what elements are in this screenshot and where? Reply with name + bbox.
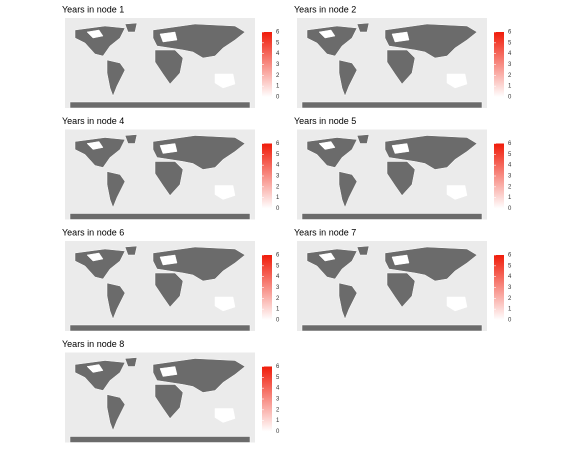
legend-tick-label: 3	[276, 397, 280, 403]
legend-colorbar	[494, 255, 504, 320]
legend-tick-label: 2	[508, 184, 512, 190]
world-map	[297, 129, 487, 220]
legend-colorbar	[494, 32, 504, 97]
legend-colorbar	[262, 143, 272, 209]
legend-tick-label: 4	[508, 274, 512, 280]
world-map	[65, 18, 255, 108]
legend-colorbar	[262, 32, 272, 97]
legend-tick-label: 2	[276, 184, 280, 190]
map-panel: Years in node 1 0 1 2 3 4 5 6	[62, 4, 280, 108]
legend-tick-label: 5	[276, 40, 280, 46]
legend-tick-label: 4	[508, 163, 512, 169]
legend-tick-label: 4	[276, 274, 280, 280]
legend-tick-label: 5	[276, 375, 280, 381]
legend-tick-label: 0	[276, 429, 280, 435]
legend-tick-label: 5	[508, 152, 512, 158]
panel-title: Years in node 8	[62, 339, 124, 349]
panel-title: Years in node 1	[62, 4, 124, 14]
legend-tick-label: 0	[276, 318, 280, 324]
legend-tick-label: 0	[508, 318, 512, 324]
world-map	[297, 18, 487, 108]
legend-tick-label: 1	[508, 195, 512, 201]
legend-tick-label: 3	[276, 285, 280, 291]
legend-tick-label: 5	[276, 152, 280, 158]
legend-tick-label: 4	[276, 51, 280, 57]
legend-tick-label: 2	[276, 73, 280, 79]
legend-colorbar	[262, 366, 272, 432]
map-panel: Years in node 2 0 1 2 3 4 5 6	[294, 4, 512, 108]
legend-tick-label: 3	[276, 174, 280, 180]
legend-tick-label: 5	[276, 263, 280, 269]
legend-tick-label: 1	[276, 84, 280, 90]
legend-tick-label: 4	[276, 163, 280, 169]
legend-tick-label: 0	[276, 206, 280, 212]
legend-tick-label: 6	[508, 141, 512, 147]
legend-tick-label: 1	[276, 195, 280, 201]
legend-tick-label: 5	[508, 263, 512, 269]
world-map	[297, 241, 487, 331]
legend-tick-label: 3	[508, 62, 512, 68]
legend-tick-label: 6	[508, 253, 512, 259]
map-panel: Years in node 6 0 1 2 3 4 5 6	[62, 227, 280, 331]
map-panel: Years in node 4 0 1 2 3 4 5 6	[62, 116, 280, 220]
legend-tick-label: 3	[508, 285, 512, 291]
legend-tick-label: 3	[276, 62, 280, 68]
map-panel: Years in node 5 0 1 2 3 4 5 6	[294, 116, 512, 220]
map-panel: Years in node 7 0 1 2 3 4 5 6	[294, 227, 512, 331]
world-map	[65, 241, 255, 331]
legend-tick-label: 0	[508, 206, 512, 212]
legend-tick-label: 1	[276, 418, 280, 424]
legend-tick-label: 2	[508, 296, 512, 302]
legend-tick-label: 2	[508, 73, 512, 79]
legend-colorbar	[494, 143, 504, 209]
panel-title: Years in node 2	[294, 4, 356, 14]
legend-tick-label: 2	[276, 296, 280, 302]
legend-tick-label: 6	[276, 141, 280, 147]
panel-title: Years in node 4	[62, 116, 124, 126]
legend-tick-label: 0	[276, 95, 280, 101]
legend-tick-label: 1	[276, 307, 280, 313]
panel-title: Years in node 7	[294, 227, 356, 237]
world-map	[65, 352, 255, 443]
legend-tick-label: 4	[508, 51, 512, 57]
legend-tick-label: 0	[508, 95, 512, 101]
panel-title: Years in node 5	[294, 116, 356, 126]
world-map	[65, 129, 255, 220]
legend-tick-label: 6	[508, 30, 512, 36]
legend-tick-label: 3	[508, 174, 512, 180]
legend-tick-label: 4	[276, 386, 280, 392]
legend-tick-label: 1	[508, 307, 512, 313]
legend-tick-label: 6	[276, 30, 280, 36]
legend-tick-label: 1	[508, 84, 512, 90]
panel-title: Years in node 6	[62, 227, 124, 237]
legend-tick-label: 6	[276, 364, 280, 370]
legend-tick-label: 5	[508, 40, 512, 46]
legend-colorbar	[262, 255, 272, 320]
legend-tick-label: 6	[276, 253, 280, 259]
legend-tick-label: 2	[276, 407, 280, 413]
map-panel: Years in node 8 0 1 2 3 4 5 6	[62, 339, 280, 443]
